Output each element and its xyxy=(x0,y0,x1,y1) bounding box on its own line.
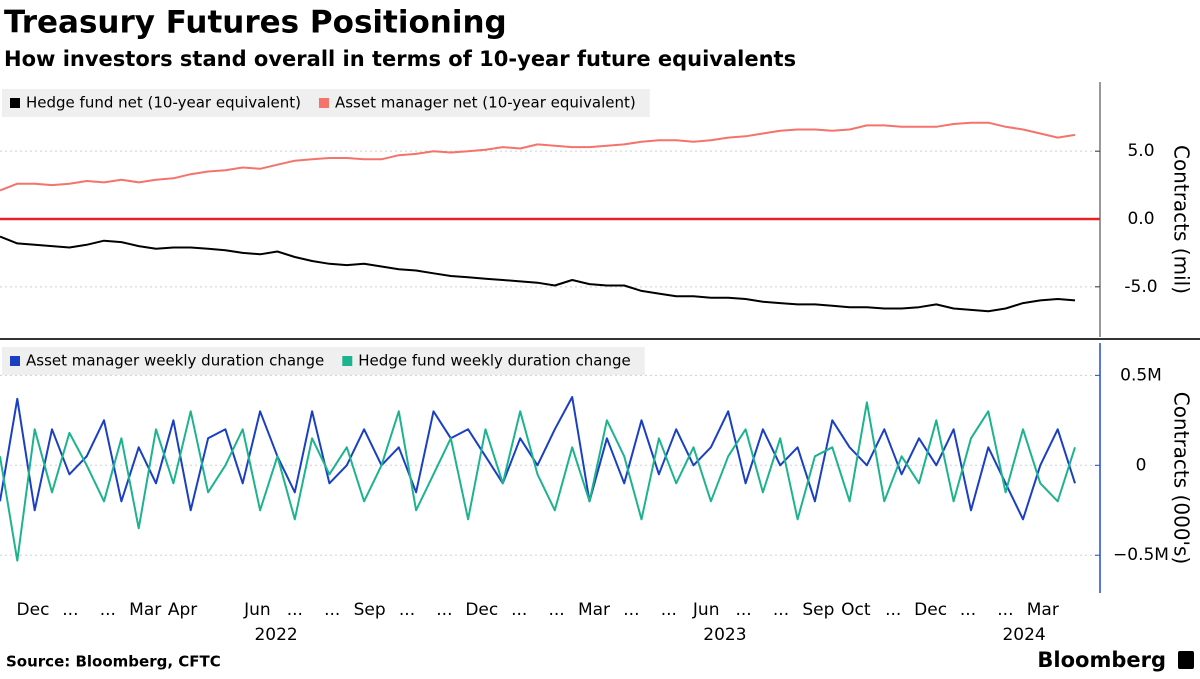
x-tick-label: Mar xyxy=(129,600,161,620)
series-line xyxy=(0,401,1076,562)
y-axis-title: Contracts (000's) xyxy=(1170,392,1194,565)
legend-label: Hedge fund weekly duration change xyxy=(358,352,630,370)
source: Source: Bloomberg, CFTC xyxy=(6,653,221,671)
y-tick-label: 5.0 xyxy=(1127,141,1154,161)
x-tick-label: ... xyxy=(511,600,527,620)
x-tick-label: Jun xyxy=(692,600,720,620)
legend-box xyxy=(2,347,645,375)
legend-swatch xyxy=(318,98,329,108)
x-tick-label: Apr xyxy=(168,600,197,620)
series-line xyxy=(0,121,1076,192)
y-tick-label: 0.0 xyxy=(1127,209,1154,229)
x-tick-label: ... xyxy=(287,600,303,620)
x-year-label: 2023 xyxy=(703,625,746,645)
x-tick-label: ... xyxy=(100,600,116,620)
legend-swatch xyxy=(10,356,20,366)
legend-swatch xyxy=(342,356,353,366)
y-tick-label: −0.5M xyxy=(1113,545,1169,565)
x-tick-label: Jun xyxy=(243,600,271,620)
x-tick-label: Sep xyxy=(802,600,834,620)
legend-label: Asset manager net (10-year equivalent) xyxy=(335,94,636,112)
logo-icon xyxy=(1178,651,1194,669)
x-tick-label: ... xyxy=(661,600,677,620)
legend-swatch xyxy=(10,98,20,108)
x-year-label: 2022 xyxy=(254,625,297,645)
x-year-label: 2024 xyxy=(1002,625,1045,645)
y-axis-title: Contracts (mil) xyxy=(1170,145,1194,294)
logo: Bloomberg xyxy=(1037,648,1166,672)
subtitle: How investors stand overall in terms of … xyxy=(4,47,796,71)
x-tick-label: ... xyxy=(735,600,751,620)
x-tick-label: Dec xyxy=(914,600,947,620)
x-tick-label: ... xyxy=(997,600,1013,620)
x-tick-label: ... xyxy=(399,600,415,620)
y-tick-label: 0 xyxy=(1136,455,1147,475)
x-tick-label: Mar xyxy=(578,600,610,620)
x-tick-label: ... xyxy=(548,600,564,620)
x-tick-label: Dec xyxy=(465,600,498,620)
x-tick-label: ... xyxy=(623,600,639,620)
x-tick-label: ... xyxy=(773,600,789,620)
y-tick-label: -5.0 xyxy=(1124,277,1157,297)
legend-label: Hedge fund net (10-year equivalent) xyxy=(26,94,301,112)
x-tick-label: ... xyxy=(885,600,901,620)
x-tick-label: Dec xyxy=(17,600,50,620)
y-tick-label: 0.5M xyxy=(1120,365,1162,385)
x-tick-label: ... xyxy=(436,600,452,620)
title: Treasury Futures Positioning xyxy=(4,5,507,41)
legend-label: Asset manager weekly duration change xyxy=(26,352,324,370)
x-tick-label: Oct xyxy=(841,600,871,620)
x-tick-label: Sep xyxy=(354,600,386,620)
series-line xyxy=(0,235,1076,313)
x-tick-label: Mar xyxy=(1027,600,1059,620)
series-line xyxy=(0,396,1076,521)
x-tick-label: ... xyxy=(324,600,340,620)
x-tick-label: ... xyxy=(62,600,78,620)
x-tick-label: ... xyxy=(960,600,976,620)
